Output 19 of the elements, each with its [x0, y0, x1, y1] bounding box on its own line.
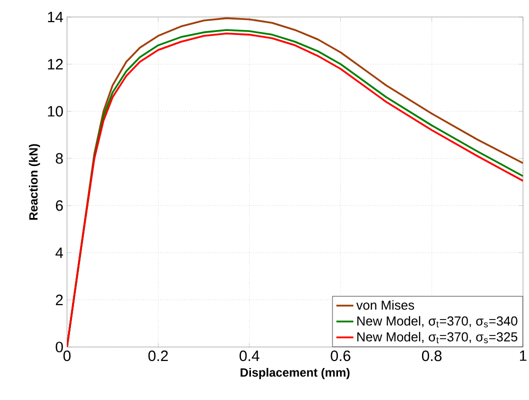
x-tick-label: 0.2	[148, 350, 168, 362]
y-tick-label: 6	[56, 200, 63, 211]
y-tick-label: 8	[56, 153, 63, 164]
x-tick-label: 0.6	[330, 350, 350, 362]
legend-label: von Mises	[356, 300, 414, 310]
y-tick-label: 10	[48, 106, 63, 117]
x-tick-label: 0	[63, 350, 71, 362]
y-tick-label: 0	[56, 342, 63, 352]
x-tick-label: 0.8	[422, 350, 442, 362]
y-tick-label: 4	[56, 248, 64, 258]
y-axis-title: Reaction (kN)	[28, 144, 40, 220]
x-axis-title: Displacement (mm)	[240, 368, 350, 380]
y-tick-label: 2	[56, 294, 63, 306]
y-tick-label: 12	[48, 58, 63, 70]
y-tick-label: 14	[48, 12, 64, 22]
legend-label: New Model, σ$_{t}$=370, σ$_{s}$=340	[357, 316, 518, 328]
legend-label: New Model, σ$_{t}$=370, σ$_{s}$=325	[357, 332, 518, 344]
x-tick-label: 1	[520, 350, 526, 361]
x-tick-label: 0.4	[240, 350, 260, 362]
